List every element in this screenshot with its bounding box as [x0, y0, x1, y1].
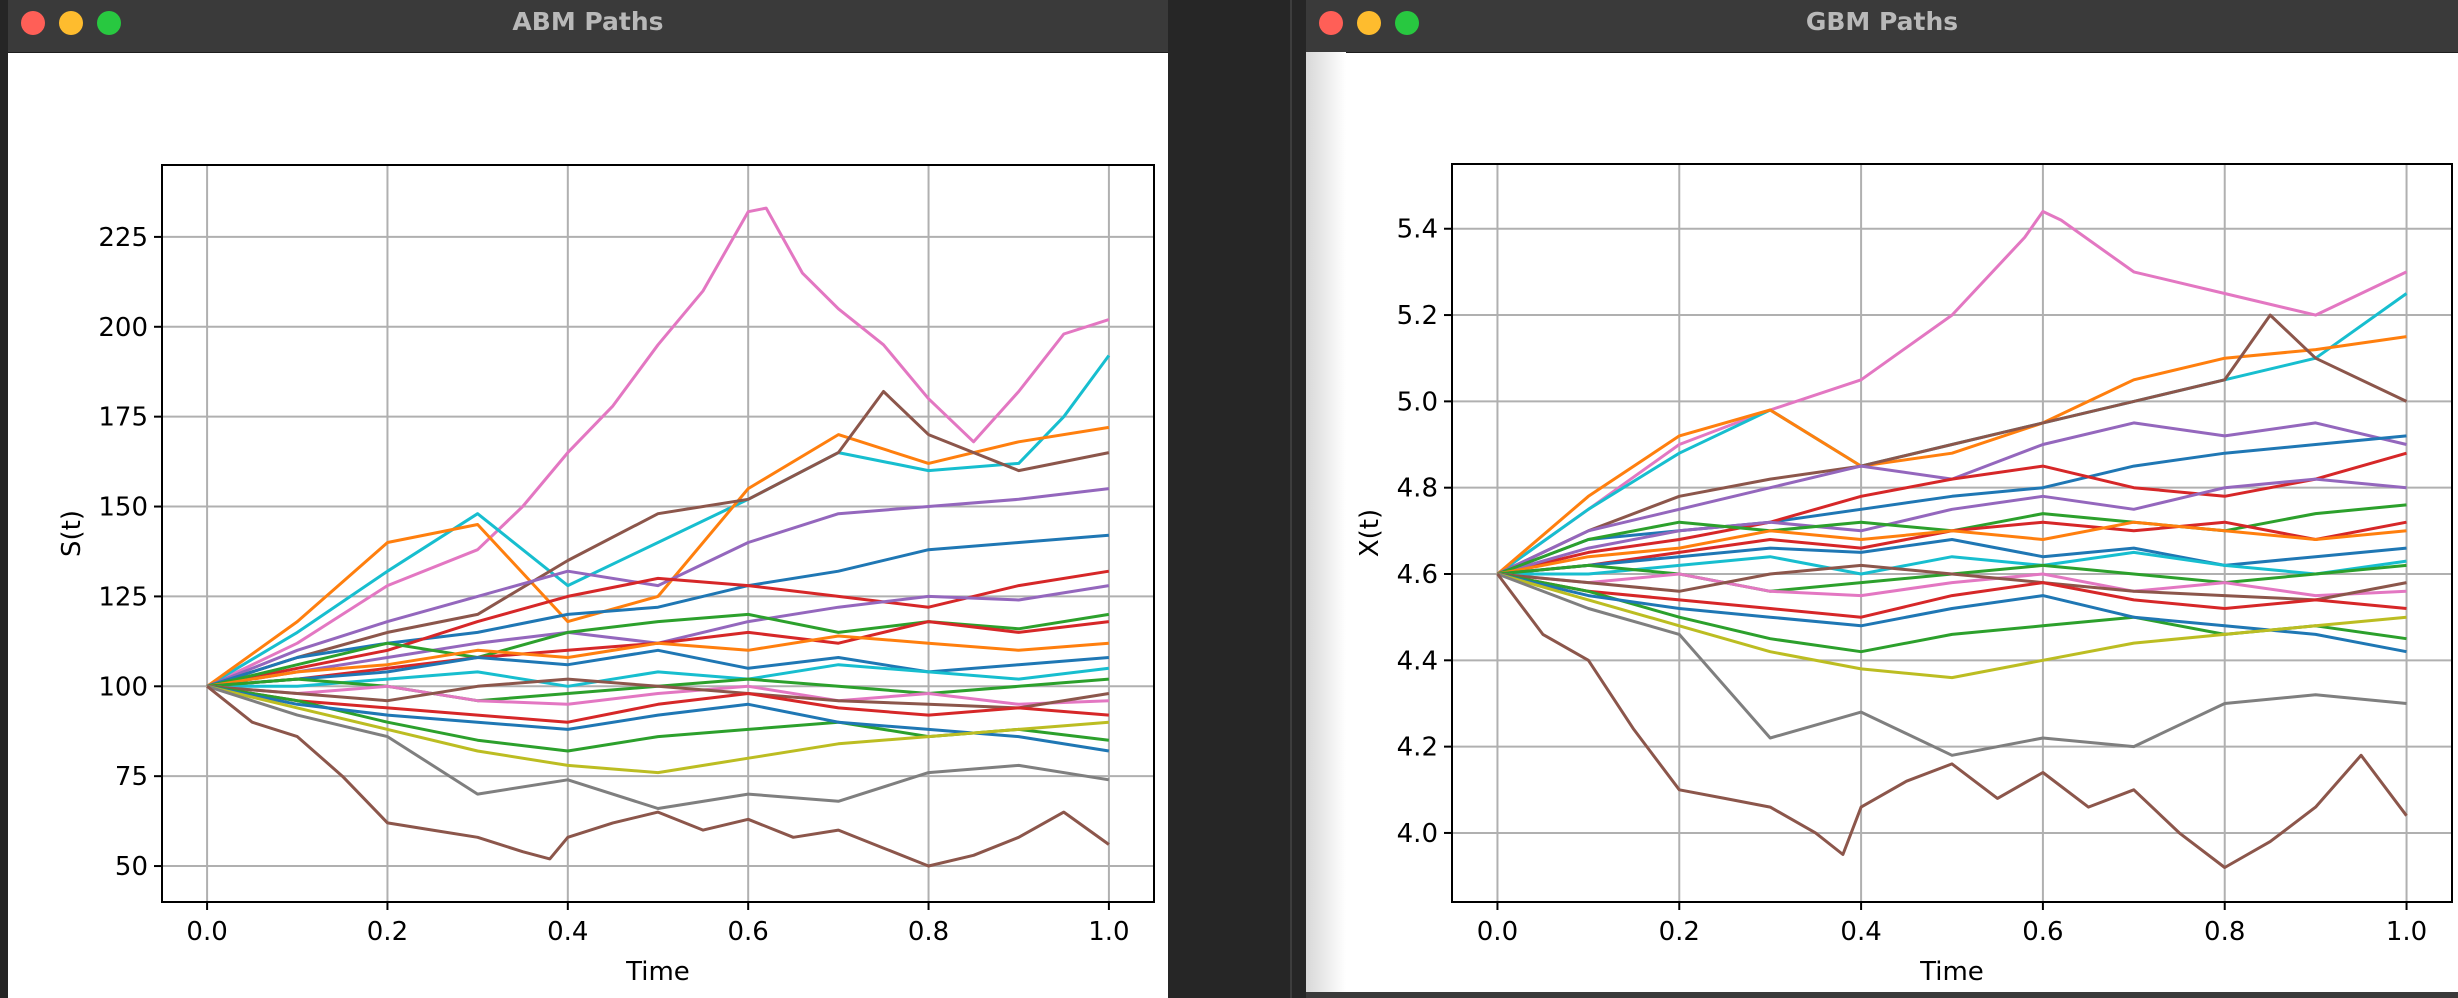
gbm-window: GBM Paths 0.0 0.2 0.4 0.6 0.8 1.0 4.0 4.2 4.4 4.6…	[1306, 0, 2458, 998]
window-title: ABM Paths	[512, 7, 664, 36]
abm-chart: 0.0 0.2 0.4 0.6 0.8 1.0 50 75 100 125 150 175 200 225…	[57, 164, 1155, 987]
series-line-2	[206, 425, 1110, 688]
title-bar[interactable]: ABM Paths	[8, 0, 1168, 53]
series-line-12	[207, 663, 1110, 688]
x-tick-label: 1.0	[1088, 917, 1129, 947]
series-line-6	[206, 569, 1110, 688]
series-line-19	[1497, 572, 2407, 680]
series-line-19	[206, 684, 1110, 775]
y-tick-label: 100	[98, 672, 148, 702]
x-tick-label: 0.8	[908, 917, 949, 947]
y-tick-label: 125	[98, 582, 148, 612]
x-tick-label: 0.0	[1477, 917, 1518, 947]
series-line-16	[206, 684, 1110, 724]
y-tick-label: 4.8	[1397, 474, 1438, 504]
x-tick-label: 0.2	[367, 917, 408, 947]
window-shadow	[1306, 52, 1346, 998]
zoom-button[interactable]	[97, 11, 121, 35]
plot-frame	[161, 164, 1155, 903]
gbm-chart: 0.0 0.2 0.4 0.6 0.8 1.0 4.0 4.2 4.4 4.6 4.8 5.0 5.2 5…	[1355, 163, 2453, 987]
close-button[interactable]	[21, 11, 45, 35]
series-line-0	[206, 206, 1110, 688]
x-tick-label: 0.0	[186, 917, 227, 947]
y-tick-label: 4.2	[1397, 733, 1438, 763]
series-line-15	[1497, 563, 2407, 602]
x-tick-label: 0.4	[547, 917, 588, 947]
x-axis-label: Time	[625, 957, 690, 987]
x-tick-label: 0.6	[728, 917, 769, 947]
series-line-0	[1496, 210, 2408, 576]
series-line-18	[206, 684, 1110, 753]
series-line-11	[206, 648, 1110, 688]
y-tick-label: 4.0	[1397, 819, 1438, 849]
series-line-6	[1497, 451, 2407, 576]
minimize-button[interactable]	[1357, 11, 1381, 35]
series-line-18	[1497, 572, 2407, 654]
y-tick-label: 150	[98, 493, 148, 523]
plot-frame	[1451, 163, 2453, 903]
y-tick-label: 5.2	[1397, 301, 1438, 331]
series-line-12	[1497, 550, 2407, 576]
minimize-button[interactable]	[59, 11, 83, 35]
y-tick-label: 50	[115, 852, 148, 882]
x-tick-label: 0.6	[2022, 917, 2063, 947]
window-bottom-edge	[1306, 992, 2458, 998]
series-line-14	[1497, 572, 2407, 598]
series-line-5	[206, 533, 1110, 688]
series-line-11	[1497, 538, 2407, 576]
y-tick-label: 5.4	[1397, 215, 1438, 245]
series-line-16	[1497, 572, 2407, 619]
y-axis-label: X(t)	[1355, 509, 1385, 557]
y-tick-label: 225	[98, 223, 148, 253]
series-line-7	[1497, 477, 2407, 576]
title-bar[interactable]: GBM Paths	[1306, 0, 2458, 53]
y-tick-label: 4.6	[1397, 560, 1438, 590]
series-line-14	[206, 684, 1109, 706]
y-tick-label: 75	[115, 762, 148, 792]
series-line-2	[1496, 335, 2407, 576]
x-tick-label: 1.0	[2386, 917, 2427, 947]
x-tick-label: 0.4	[1840, 917, 1881, 947]
window-title: GBM Paths	[1805, 7, 1959, 36]
zoom-button[interactable]	[1395, 11, 1419, 35]
series-line-21	[1496, 573, 2408, 869]
series-line-10	[1497, 520, 2407, 576]
series-line-15	[206, 677, 1110, 710]
series-line-10	[206, 634, 1110, 688]
series-line-20	[1496, 572, 2407, 757]
series-line-3	[1496, 313, 2408, 576]
y-axis-label: S(t)	[57, 510, 87, 557]
y-tick-label: 4.4	[1397, 646, 1438, 676]
x-axis-label: Time	[1919, 957, 1984, 987]
abm-window: ABM Paths 0.0 0.2 0.4 0.6 0.8 1.0 50 75 100 125 15…	[8, 0, 1168, 998]
y-tick-label: 175	[98, 403, 148, 433]
window-divider	[1290, 0, 1292, 998]
y-tick-label: 200	[98, 313, 148, 343]
series-line-4	[206, 487, 1110, 688]
series-line-21	[206, 685, 1110, 868]
x-tick-label: 0.8	[2204, 917, 2245, 947]
desktop-gap	[1168, 0, 1306, 998]
series-line-5	[1496, 434, 2407, 576]
close-button[interactable]	[1319, 11, 1343, 35]
series-line-1	[206, 354, 1111, 688]
series-line-3	[206, 390, 1110, 688]
y-tick-label: 5.0	[1397, 387, 1438, 417]
x-tick-label: 0.2	[1659, 917, 1700, 947]
series-line-20	[206, 684, 1110, 810]
